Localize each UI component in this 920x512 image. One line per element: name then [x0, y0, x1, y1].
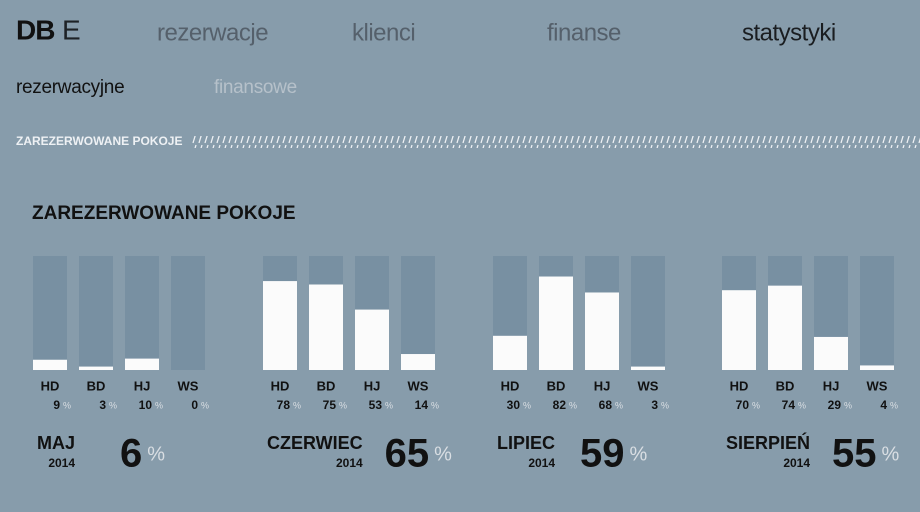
- bar: [860, 365, 894, 370]
- value-label: 3: [651, 398, 658, 412]
- bar: [79, 366, 113, 370]
- value-unit: %: [385, 400, 393, 410]
- total-unit: %: [882, 443, 900, 465]
- bar: [263, 281, 297, 370]
- bar: [768, 285, 802, 370]
- category-label: WS: [638, 378, 659, 393]
- category-label: HD: [501, 378, 520, 393]
- category-label: HD: [271, 378, 290, 393]
- year-label: 2014: [336, 456, 363, 470]
- value-label: 30: [507, 398, 521, 412]
- month-label: CZERWIEC: [267, 433, 363, 453]
- heading: ZAREZERWOWANE POKOJE: [32, 203, 296, 224]
- category-label: WS: [408, 378, 429, 393]
- bar-track: [125, 256, 159, 370]
- value-unit: %: [615, 400, 623, 410]
- value-label: 14: [415, 398, 429, 412]
- bar-track: [171, 256, 205, 370]
- bar: [355, 309, 389, 370]
- category-label: BD: [776, 378, 795, 393]
- value-unit: %: [890, 400, 898, 410]
- category-label: BD: [317, 378, 336, 393]
- nav-item[interactable]: finanse: [547, 19, 622, 46]
- value-label: 29: [828, 398, 842, 412]
- category-label: WS: [867, 378, 888, 393]
- year-label: 2014: [48, 456, 75, 470]
- category-label: HJ: [134, 378, 151, 393]
- section-bar-title: ZAREZERWOWANE POKOJE: [16, 134, 182, 148]
- bar: [539, 276, 573, 370]
- value-unit: %: [293, 400, 301, 410]
- month-label: LIPIEC: [497, 433, 555, 453]
- category-label: HJ: [364, 378, 381, 393]
- value-unit: %: [752, 400, 760, 410]
- value-unit: %: [339, 400, 347, 410]
- year-label: 2014: [783, 456, 810, 470]
- nav-item[interactable]: klienci: [352, 19, 416, 46]
- value-label: 10: [139, 398, 153, 412]
- total-value: 6: [120, 432, 142, 476]
- value-label: 68: [599, 398, 613, 412]
- nav-item[interactable]: statystyki: [742, 19, 836, 46]
- total-unit: %: [630, 443, 648, 465]
- brand-light[interactable]: E: [62, 14, 81, 45]
- bar: [585, 292, 619, 370]
- value-unit: %: [155, 400, 163, 410]
- value-label: 82: [553, 398, 567, 412]
- month-label: SIERPIEŃ: [726, 432, 810, 453]
- bar: [631, 366, 665, 370]
- value-unit: %: [431, 400, 439, 410]
- category-label: HJ: [823, 378, 840, 393]
- subnav-item[interactable]: finansowe: [214, 77, 297, 98]
- total-value: 59: [580, 432, 625, 476]
- category-label: WS: [178, 378, 199, 393]
- bar-track: [401, 256, 435, 370]
- value-label: 3: [99, 398, 106, 412]
- total-unit: %: [434, 443, 452, 465]
- value-label: 53: [369, 398, 383, 412]
- bar-track: [631, 256, 665, 370]
- category-label: HJ: [594, 378, 611, 393]
- month-label: MAJ: [37, 433, 75, 453]
- value-unit: %: [523, 400, 531, 410]
- bar: [493, 335, 527, 370]
- value-label: 0: [191, 398, 198, 412]
- nav-item[interactable]: rezerwacje: [157, 19, 269, 46]
- year-label: 2014: [528, 456, 555, 470]
- bar: [722, 290, 756, 370]
- subnav-item[interactable]: rezerwacyjne: [16, 77, 125, 98]
- brand-bold[interactable]: DB: [16, 14, 55, 45]
- category-label: BD: [87, 378, 106, 393]
- category-label: BD: [547, 378, 566, 393]
- total-value: 55: [832, 432, 877, 476]
- value-unit: %: [844, 400, 852, 410]
- value-unit: %: [798, 400, 806, 410]
- bar: [309, 284, 343, 370]
- value-label: 78: [277, 398, 291, 412]
- bar: [125, 358, 159, 370]
- slash-pattern: [192, 136, 920, 148]
- category-label: HD: [41, 378, 60, 393]
- value-label: 70: [736, 398, 750, 412]
- value-unit: %: [63, 400, 71, 410]
- value-label: 75: [323, 398, 337, 412]
- value-label: 74: [782, 398, 796, 412]
- category-label: HD: [730, 378, 749, 393]
- value-unit: %: [201, 400, 209, 410]
- bar-track: [33, 256, 67, 370]
- value-unit: %: [109, 400, 117, 410]
- bar-track: [79, 256, 113, 370]
- bar: [33, 359, 67, 370]
- bar: [401, 354, 435, 370]
- value-unit: %: [569, 400, 577, 410]
- total-unit: %: [147, 443, 165, 465]
- value-unit: %: [661, 400, 669, 410]
- bar: [814, 336, 848, 370]
- value-label: 4: [880, 398, 887, 412]
- value-label: 9: [53, 398, 60, 412]
- bar-track: [860, 256, 894, 370]
- total-value: 65: [385, 432, 430, 476]
